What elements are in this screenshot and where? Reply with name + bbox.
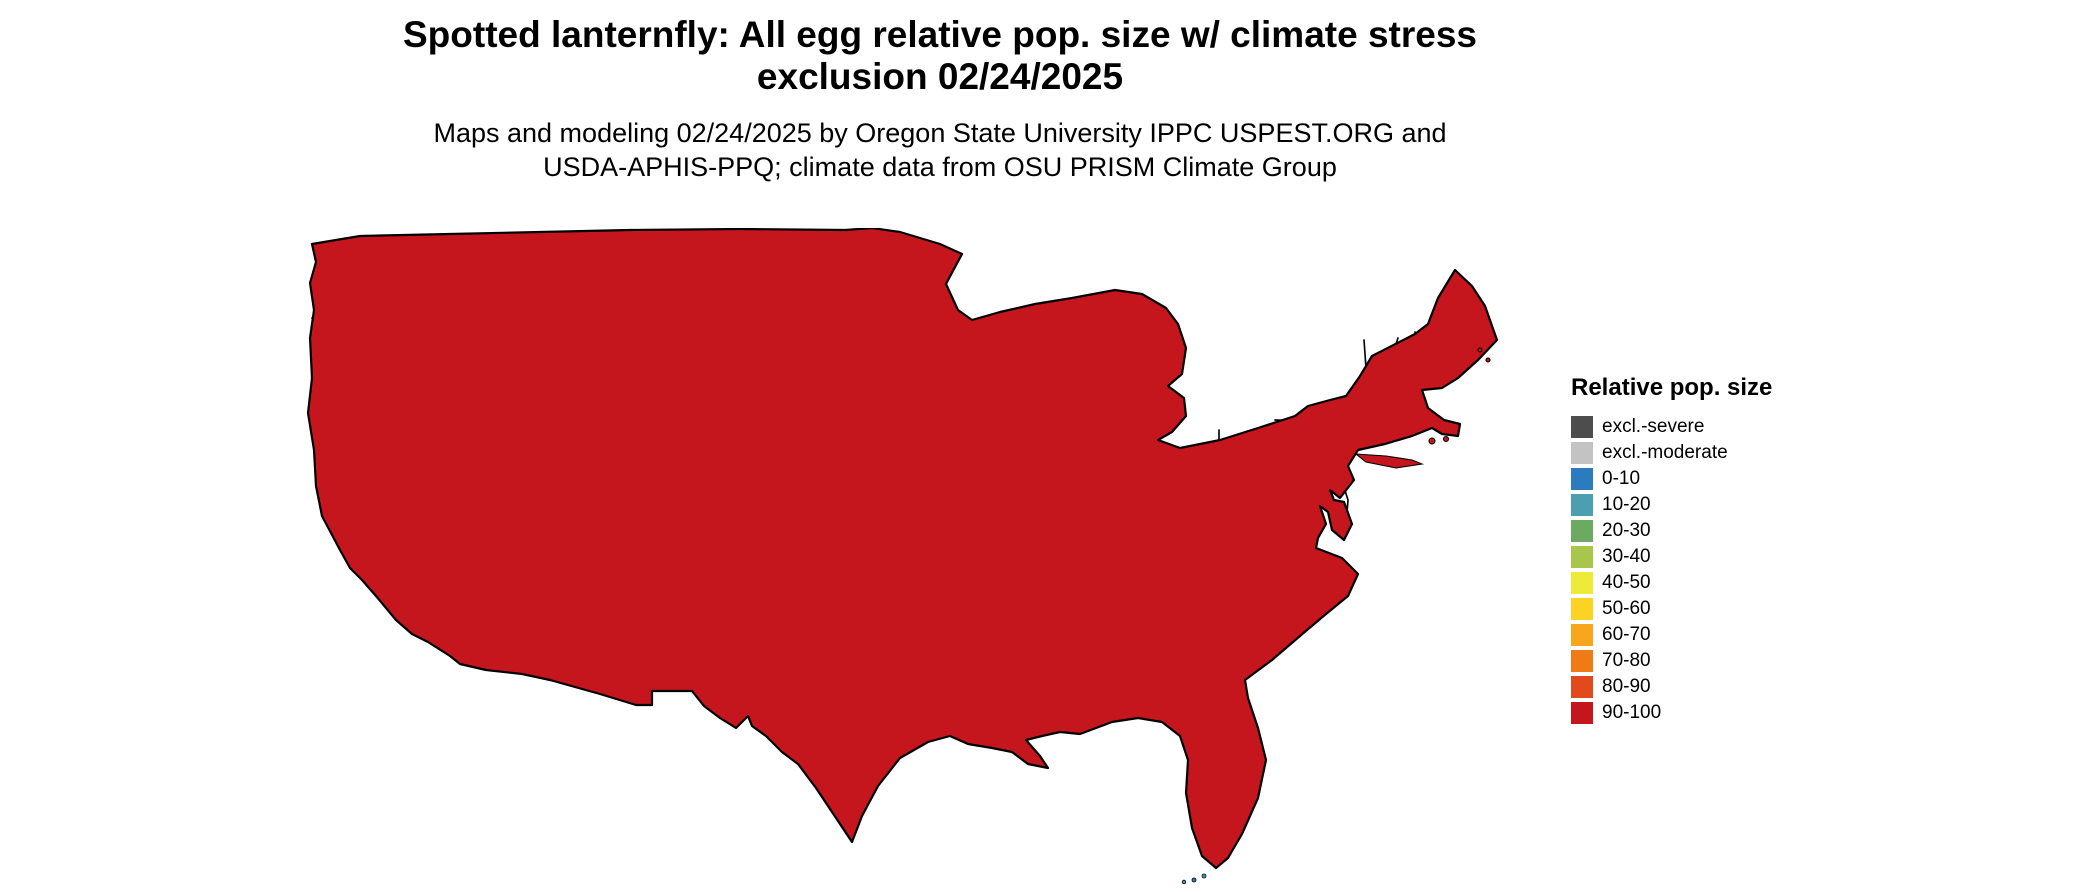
long-island xyxy=(1354,453,1425,469)
legend-swatch xyxy=(1571,676,1593,698)
legend-item-label: 30-40 xyxy=(1602,546,1651,567)
map-subtitle-line2: USDA-APHIS-PPQ; climate data from OSU PR… xyxy=(543,152,1337,182)
legend-swatch xyxy=(1571,624,1593,646)
legend-item-label: 80-90 xyxy=(1602,676,1651,697)
legend-swatch xyxy=(1571,416,1593,438)
legend-swatch xyxy=(1571,494,1593,516)
us-outline xyxy=(306,226,1499,870)
legend-item: 80-90 xyxy=(1571,674,1772,700)
legend-item: 40-50 xyxy=(1571,570,1772,596)
map-subtitle: Maps and modeling 02/24/2025 by Oregon S… xyxy=(20,116,1860,184)
title-block: Spotted lanternfly: All egg relative pop… xyxy=(20,14,1860,184)
legend-item-label: 70-80 xyxy=(1602,650,1651,671)
map-title-line2: exclusion 02/24/2025 xyxy=(756,56,1124,97)
map-subtitle-line1: Maps and modeling 02/24/2025 by Oregon S… xyxy=(433,118,1447,148)
legend-swatch xyxy=(1571,702,1593,724)
legend-item-label: 0-10 xyxy=(1602,468,1641,489)
legend-item-label: 40-50 xyxy=(1602,572,1651,593)
legend-swatch xyxy=(1571,546,1593,568)
legend-item: 90-100 xyxy=(1571,700,1772,726)
legend-item-label: 60-70 xyxy=(1602,624,1651,645)
legend-title: Relative pop. size xyxy=(1571,374,1773,401)
legend-item: 50-60 xyxy=(1571,596,1772,622)
us-map xyxy=(300,226,1520,885)
legend-swatch xyxy=(1571,442,1593,464)
legend-item: 10-20 xyxy=(1571,492,1772,518)
legend-item-label: 20-30 xyxy=(1602,520,1651,541)
legend-swatch xyxy=(1571,520,1593,542)
legend-item: excl.-severe xyxy=(1571,414,1772,440)
florida-keys xyxy=(1181,873,1207,885)
legend-swatch xyxy=(1571,598,1593,620)
legend-item: 70-80 xyxy=(1571,648,1772,674)
legend-item-label: 50-60 xyxy=(1602,598,1651,619)
legend-item: 0-10 xyxy=(1571,466,1772,492)
legend-swatch xyxy=(1571,572,1593,594)
coastal-islands xyxy=(1181,347,1491,885)
legend-item-label: 10-20 xyxy=(1602,494,1651,515)
legend-swatch xyxy=(1571,468,1593,490)
legend-item: 20-30 xyxy=(1571,518,1772,544)
legend-item: 30-40 xyxy=(1571,544,1772,570)
legend-item: 60-70 xyxy=(1571,622,1772,648)
legend-swatch xyxy=(1571,650,1593,672)
map-title-line1: Spotted lanternfly: All egg relative pop… xyxy=(403,14,1477,55)
legend: Relative pop. size excl.-severe excl.-mod… xyxy=(1571,374,1772,726)
legend-item-label: 90-100 xyxy=(1602,702,1662,723)
legend-item-label: excl.-moderate xyxy=(1602,442,1728,463)
legend-items: excl.-severe excl.-moderate 0-10 10-20 20-30… xyxy=(1571,414,1772,726)
us-map-svg xyxy=(306,226,1499,885)
legend-item-label: excl.-severe xyxy=(1602,416,1705,437)
legend-item: excl.-moderate xyxy=(1571,440,1772,466)
